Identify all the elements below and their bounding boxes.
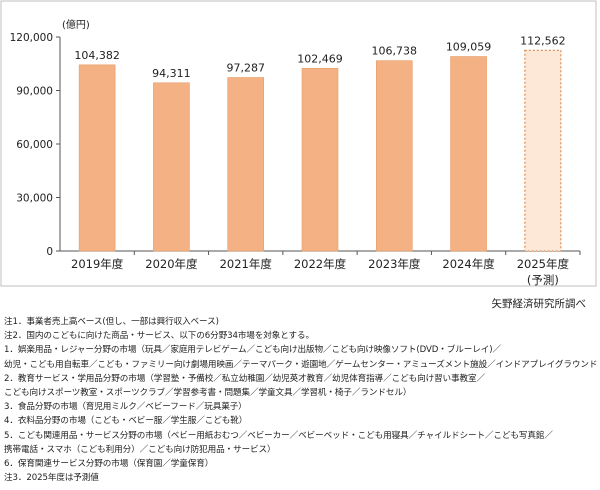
x-category-label: 2024年度	[442, 257, 495, 271]
note-line: 5．こども関連用品・サービス分野の市場（ベビー用紙おむつ／ベビーカー／ベビーベッ…	[4, 429, 598, 443]
note-line: 幼児・こども用自転車／こども・ファミリー向け劇場用映画／テーマパーク・遊園地／ゲ…	[4, 358, 598, 372]
bar-value-label: 102,469	[297, 52, 343, 65]
bars: 104,382 94,311 97,287 102,469 106,738 109,059…	[74, 34, 565, 251]
y-ticks: 0 30,000 60,000 90,000 120,000	[10, 32, 60, 258]
notes: 注1．事業者売上高ベース(但し、一部は興行収入ベース) 注2．国内のこどもに向け…	[4, 315, 598, 485]
note-line: 注1．事業者売上高ベース(但し、一部は興行収入ベース)	[4, 315, 598, 329]
x-category-label: 2020年度	[145, 257, 198, 271]
y-tick-label: 120,000	[10, 32, 53, 44]
source-credit: 矢野経済研究所調べ	[492, 296, 587, 311]
x-category-label: 2021年度	[220, 257, 273, 271]
x-category-label: 2023年度	[368, 257, 421, 271]
bar-value-label: 106,738	[372, 45, 418, 58]
bar-forecast	[525, 50, 561, 251]
y-tick-label: 60,000	[16, 139, 53, 151]
note-line: 4．衣料品分野の市場（こども・ベビー服／学生服／こども靴）	[4, 414, 598, 428]
note-line: 2．教育サービス・学用品分野の市場（学習塾・予備校／私立幼稚園／幼児英才教育／幼…	[4, 372, 598, 386]
note-line: 3．食品分野の市場（育児用ミルク／ベビーフード／玩具菓子）	[4, 400, 598, 414]
x-category-label: 2025年度	[517, 257, 570, 271]
bar	[451, 57, 487, 251]
x-labels: 2019年度 2020年度 2021年度 2022年度 2023年度 2024年度 2025…	[71, 251, 580, 271]
note-line: 1．娯楽用品・レジャー分野の市場（玩具／家庭用テレビゲーム／こども向け出版物／こ…	[4, 343, 598, 357]
bar-value-label: 112,562	[520, 34, 566, 47]
note-line: 携帯電話・スマホ（こども利用分）／こども向け防犯用品・サービス）	[4, 443, 598, 457]
bar	[79, 65, 115, 251]
y-tick-label: 0	[46, 246, 53, 258]
bar	[302, 68, 338, 251]
forecast-label: (予測)	[527, 273, 559, 287]
x-category-label: 2019年度	[71, 257, 124, 271]
bar	[153, 83, 189, 251]
note-line: 注3．2025年度は予測値	[4, 471, 598, 485]
note-line: 6．保育関連サービス分野の市場（保育園／学童保育）	[4, 457, 598, 471]
y-tick-label: 30,000	[16, 193, 53, 205]
note-line: 注2．国内のこどもに向けた商品・サービス、以下の6分野34市場を対象とする。	[4, 329, 598, 343]
bar-chart: (億円) 0 30,000 60,000 90,000 120,000 104,382 9…	[0, 0, 600, 300]
bar	[228, 78, 264, 251]
y-tick-label: 90,000	[16, 86, 53, 98]
x-category-label: 2022年度	[294, 257, 347, 271]
bar-value-label: 97,287	[226, 62, 265, 75]
bar-value-label: 104,382	[74, 49, 120, 62]
bar	[376, 61, 412, 251]
bar-value-label: 94,311	[152, 67, 191, 80]
bar-value-label: 109,059	[446, 41, 492, 54]
unit-label: (億円)	[62, 18, 90, 31]
note-line: こども向けスポーツ教室・スポーツクラブ／学習参考書・問題集／学童文具／学習机・椅…	[4, 386, 598, 400]
